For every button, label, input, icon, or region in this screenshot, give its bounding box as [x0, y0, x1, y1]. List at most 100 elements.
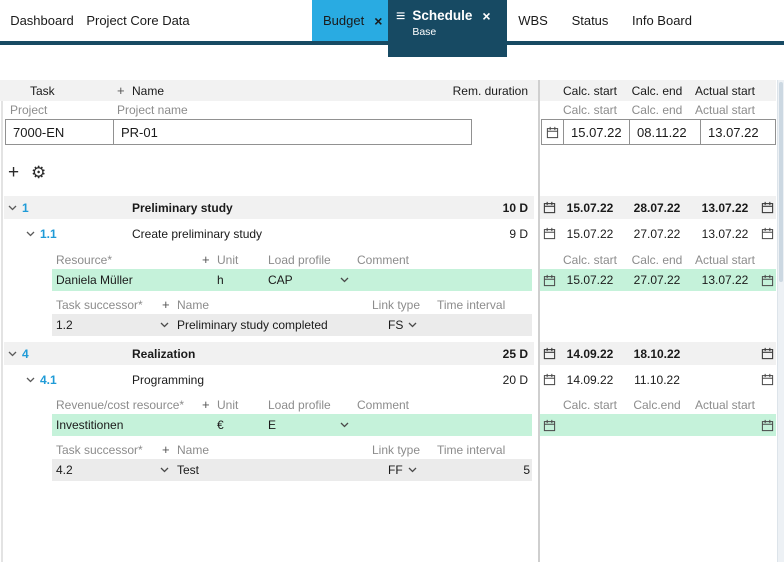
task-name: Programming — [132, 372, 205, 387]
tab-dashboard-label: Dashboard — [10, 13, 74, 28]
dropdown-chevron-icon[interactable] — [160, 459, 169, 481]
table-row-successor[interactable]: 1.2 Preliminary study completed FS — [0, 314, 784, 336]
resource-header-row: Resource* + Unit Load profile Comment Ca… — [0, 250, 784, 269]
col-header-calc-end: Calc. end — [631, 83, 683, 98]
resource-actual-start: 13.07.22 — [701, 273, 749, 287]
tab-dashboard[interactable]: Dashboard — [0, 0, 84, 41]
task-calc-end: 18.10.22 — [633, 346, 681, 361]
close-icon[interactable]: × — [374, 12, 383, 29]
tab-budget[interactable]: Budget × — [312, 0, 388, 41]
vertical-scrollbar[interactable] — [777, 80, 784, 562]
resource-header-calc-end: Calc.end — [633, 397, 681, 412]
project-name-field[interactable]: PR-01 — [113, 120, 471, 144]
gear-icon[interactable]: ⚙ — [31, 162, 47, 182]
table-row-resource[interactable]: Daniela Müller h CAP 15.07.22 27.07.22 1… — [0, 269, 784, 291]
successor-time-interval: 5 — [523, 463, 530, 477]
resource-header-comment: Comment — [357, 252, 410, 267]
resource-header-calc-start: Calc. start — [562, 252, 617, 267]
calendar-icon[interactable] — [540, 419, 558, 432]
calendar-icon[interactable] — [758, 274, 776, 287]
tab-status-label: Status — [571, 13, 609, 28]
project-id-field[interactable]: 7000-EN — [13, 124, 65, 140]
add-column-icon[interactable]: + — [162, 297, 170, 312]
add-task-icon[interactable]: + — [8, 161, 20, 183]
successor-id: 4.2 — [56, 463, 73, 477]
resource-header-actual-start: Actual start — [694, 252, 756, 267]
project-input-row: 7000-EN PR-01 15.07.22 08.11.22 13.07.22 — [0, 119, 784, 145]
project-calc-start-field[interactable]: 15.07.22 — [563, 120, 629, 144]
close-icon[interactable]: × — [482, 8, 491, 24]
tab-schedule[interactable]: ≡ Schedule Base × — [388, 0, 507, 57]
successor-header-row: Task successor* + Name Link type Time in… — [0, 295, 784, 314]
successor-name: Preliminary study completed — [177, 318, 328, 332]
task-calc-end: 27.07.22 — [633, 226, 681, 241]
tab-schedule-label: Schedule — [412, 8, 473, 23]
add-column-icon[interactable]: + — [202, 397, 210, 412]
collapse-chevron-icon[interactable] — [8, 342, 17, 365]
add-column-icon[interactable]: + — [117, 83, 125, 98]
tab-wbs[interactable]: WBS — [503, 0, 563, 41]
calendar-icon[interactable] — [540, 227, 558, 240]
task-toolbar: + ⚙ — [0, 161, 784, 183]
calendar-icon[interactable] — [758, 201, 776, 214]
add-column-icon[interactable]: + — [162, 442, 170, 457]
calendar-icon[interactable] — [542, 120, 563, 144]
schedule-content: Task + Name Rem. duration Calc. start Ca… — [0, 80, 784, 562]
task-rem-duration: 10 D — [502, 200, 528, 215]
resource-load-profile: E — [268, 418, 277, 432]
col-header-name: Name — [132, 83, 165, 98]
task-actual-start: 13.07.22 — [701, 200, 749, 215]
task-calc-start: 14.09.22 — [566, 372, 614, 387]
table-row-task-4[interactable]: 4 Realization 25 D 14.09.22 18.10.22 — [0, 342, 784, 365]
dropdown-chevron-icon[interactable] — [408, 459, 417, 481]
table-row-task-1-1[interactable]: 1.1 Create preliminary study 9 D 15.07.2… — [0, 222, 784, 245]
tab-info-board[interactable]: Info Board — [630, 0, 694, 41]
pane-left-border — [1, 80, 3, 562]
successor-link-type: FF — [388, 463, 403, 477]
dropdown-chevron-icon[interactable] — [160, 314, 169, 336]
task-rem-duration: 9 D — [509, 226, 528, 241]
project-actual-start-field[interactable]: 13.07.22 — [700, 120, 775, 144]
task-name: Create preliminary study — [132, 226, 263, 241]
calendar-icon[interactable] — [758, 347, 776, 360]
tab-status[interactable]: Status — [560, 0, 620, 41]
resource-header-load-profile: Load profile — [268, 252, 331, 267]
scrollbar-thumb[interactable] — [779, 82, 783, 282]
successor-header-link-type: Link type — [372, 442, 421, 457]
project-dates-box: 15.07.22 08.11.22 13.07.22 — [541, 119, 776, 145]
tab-project-core-data[interactable]: Project Core Data — [78, 0, 198, 41]
table-row-successor[interactable]: 4.2 Test FF 5 — [0, 459, 784, 481]
subheader-actual-start: Actual start — [694, 103, 756, 117]
calendar-icon[interactable] — [540, 373, 558, 386]
resource-header-comment: Comment — [357, 397, 410, 412]
tab-budget-label: Budget — [323, 13, 365, 28]
dropdown-chevron-icon[interactable] — [340, 269, 349, 291]
calendar-icon[interactable] — [540, 274, 558, 287]
project-calc-end-field[interactable]: 08.11.22 — [629, 120, 700, 144]
resource-header-unit: Unit — [217, 252, 239, 267]
tab-schedule-sublabel: Base — [412, 25, 437, 38]
successor-link-type: FS — [388, 318, 404, 332]
resource-name: Investitionen — [56, 418, 124, 432]
task-calc-start: 14.09.22 — [566, 346, 614, 361]
table-row-task-1[interactable]: 1 Preliminary study 10 D 15.07.22 28.07.… — [0, 196, 784, 219]
resource-name: Daniela Müller — [56, 273, 133, 287]
table-row-revenue-resource[interactable]: Investitionen € E — [0, 414, 784, 436]
hamburger-menu-icon[interactable]: ≡ — [396, 8, 406, 25]
task-name: Realization — [132, 346, 196, 361]
collapse-chevron-icon[interactable] — [26, 222, 35, 245]
calendar-icon[interactable] — [758, 419, 776, 432]
collapse-chevron-icon[interactable] — [26, 368, 35, 391]
calendar-icon[interactable] — [758, 373, 776, 386]
pane-divider[interactable] — [538, 80, 540, 562]
calendar-icon[interactable] — [540, 201, 558, 214]
add-column-icon[interactable]: + — [202, 252, 210, 267]
table-row-task-4-1[interactable]: 4.1 Programming 20 D 14.09.22 11.10.22 — [0, 368, 784, 391]
calendar-icon[interactable] — [758, 227, 776, 240]
col-header-task: Task — [30, 83, 55, 98]
calendar-icon[interactable] — [540, 347, 558, 360]
dropdown-chevron-icon[interactable] — [408, 314, 417, 336]
dropdown-chevron-icon[interactable] — [340, 414, 349, 436]
resource-calc-start: 15.07.22 — [566, 273, 614, 287]
collapse-chevron-icon[interactable] — [8, 196, 17, 219]
